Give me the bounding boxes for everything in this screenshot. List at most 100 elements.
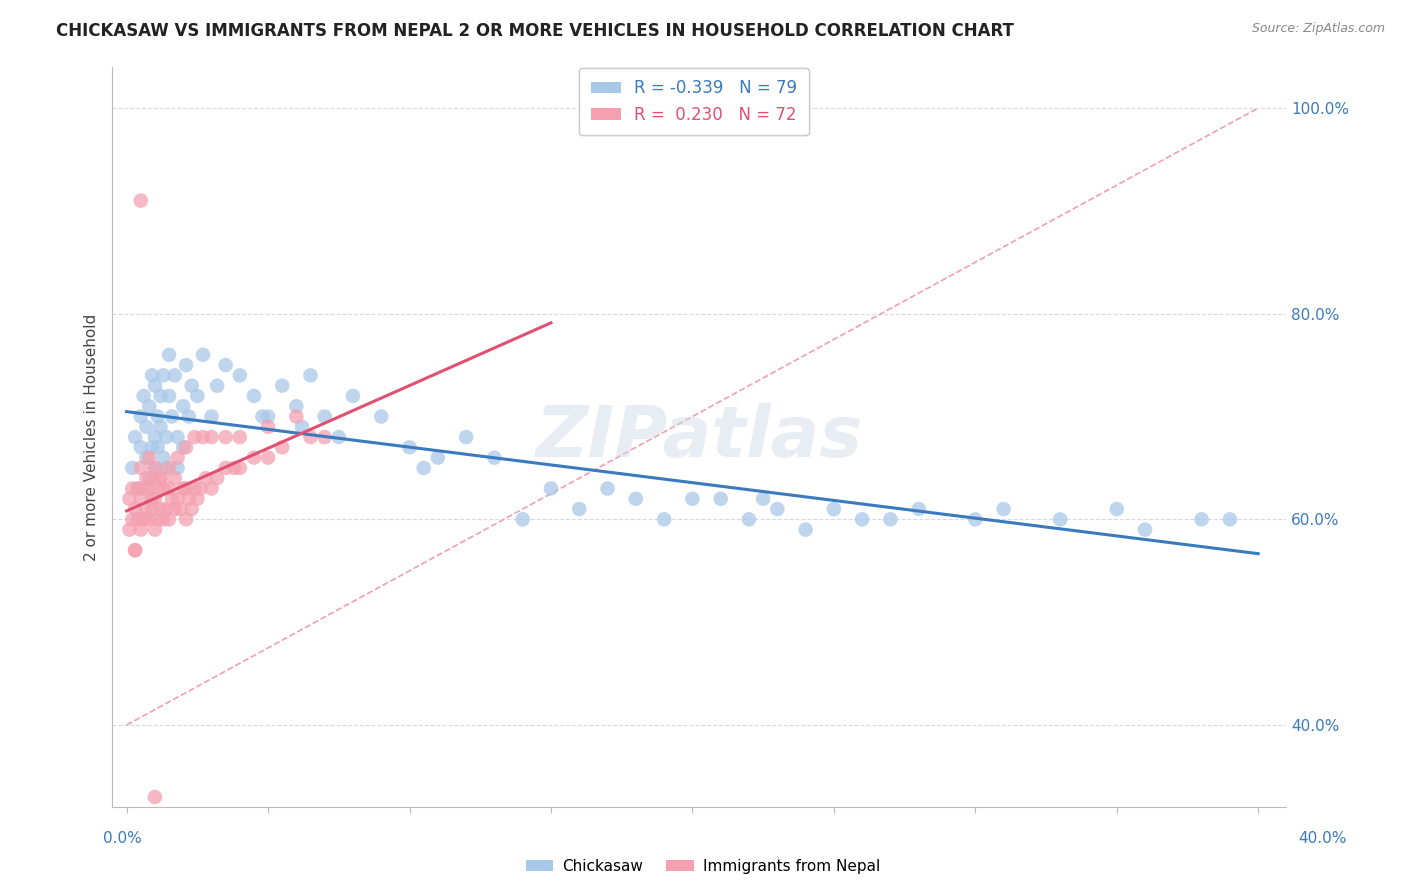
Point <box>121 512 143 526</box>
Point <box>512 512 534 526</box>
Point <box>271 441 294 455</box>
Text: 0.0%: 0.0% <box>103 831 142 846</box>
Point <box>143 430 166 444</box>
Legend: R = -0.339   N = 79, R =  0.230   N = 72: R = -0.339 N = 79, R = 0.230 N = 72 <box>579 68 808 136</box>
Point <box>314 430 336 444</box>
Point <box>710 491 733 506</box>
Point <box>124 543 146 558</box>
Point <box>540 482 562 496</box>
Point <box>135 471 157 485</box>
Text: Source: ZipAtlas.com: Source: ZipAtlas.com <box>1251 22 1385 36</box>
Point <box>229 461 252 475</box>
Point <box>143 461 166 475</box>
Point <box>129 441 152 455</box>
Point <box>200 482 222 496</box>
Point <box>177 491 200 506</box>
Point <box>596 482 619 496</box>
Point <box>155 502 177 516</box>
Point <box>568 502 591 516</box>
Point <box>157 461 180 475</box>
Point <box>172 399 194 413</box>
Point <box>342 389 364 403</box>
Point <box>149 419 172 434</box>
Point <box>180 502 202 516</box>
Point <box>205 471 228 485</box>
Text: CHICKASAW VS IMMIGRANTS FROM NEPAL 2 OR MORE VEHICLES IN HOUSEHOLD CORRELATION C: CHICKASAW VS IMMIGRANTS FROM NEPAL 2 OR … <box>56 22 1014 40</box>
Point <box>257 450 280 465</box>
Point <box>907 502 929 516</box>
Point <box>152 368 174 383</box>
Point <box>194 471 217 485</box>
Point <box>965 512 987 526</box>
Point <box>186 389 208 403</box>
Point <box>398 441 420 455</box>
Point <box>149 502 172 516</box>
Point <box>143 789 166 804</box>
Point <box>138 450 160 465</box>
Point <box>183 430 205 444</box>
Text: 40.0%: 40.0% <box>1299 831 1347 846</box>
Point <box>200 409 222 424</box>
Point <box>163 368 186 383</box>
Point <box>160 409 183 424</box>
Point <box>174 512 197 526</box>
Point <box>426 450 449 465</box>
Point <box>155 430 177 444</box>
Point <box>188 482 211 496</box>
Point <box>138 512 160 526</box>
Point <box>328 430 350 444</box>
Point <box>135 450 157 465</box>
Point <box>652 512 675 526</box>
Point <box>132 512 155 526</box>
Y-axis label: 2 or more Vehicles in Household: 2 or more Vehicles in Household <box>83 313 98 561</box>
Point <box>1049 512 1071 526</box>
Point <box>121 461 143 475</box>
Point <box>129 523 152 537</box>
Point <box>157 389 180 403</box>
Point <box>129 194 152 208</box>
Point <box>129 461 152 475</box>
Point <box>214 358 236 372</box>
Point <box>191 430 214 444</box>
Point <box>229 368 252 383</box>
Point <box>1191 512 1213 526</box>
Point <box>124 502 146 516</box>
Point <box>138 471 160 485</box>
Point <box>118 491 141 506</box>
Point <box>166 461 188 475</box>
Point <box>152 482 174 496</box>
Legend: Chickasaw, Immigrants from Nepal: Chickasaw, Immigrants from Nepal <box>520 853 886 880</box>
Point <box>285 409 308 424</box>
Point <box>143 523 166 537</box>
Point <box>183 482 205 496</box>
Point <box>681 491 703 506</box>
Point <box>146 482 169 496</box>
Point <box>172 441 194 455</box>
Point <box>166 430 188 444</box>
Point <box>138 482 160 496</box>
Point <box>456 430 478 444</box>
Point <box>166 450 188 465</box>
Point <box>143 461 166 475</box>
Point <box>141 502 163 516</box>
Point <box>121 482 143 496</box>
Point <box>143 378 166 392</box>
Point <box>163 502 186 516</box>
Point <box>180 378 202 392</box>
Point <box>146 409 169 424</box>
Point <box>214 430 236 444</box>
Point <box>127 482 149 496</box>
Point <box>738 512 761 526</box>
Point <box>157 348 180 362</box>
Point <box>224 461 246 475</box>
Point <box>129 409 152 424</box>
Point <box>141 368 163 383</box>
Point <box>135 502 157 516</box>
Point <box>127 482 149 496</box>
Point <box>141 471 163 485</box>
Point <box>299 430 322 444</box>
Point <box>152 450 174 465</box>
Point <box>1219 512 1241 526</box>
Point <box>127 512 149 526</box>
Point <box>299 368 322 383</box>
